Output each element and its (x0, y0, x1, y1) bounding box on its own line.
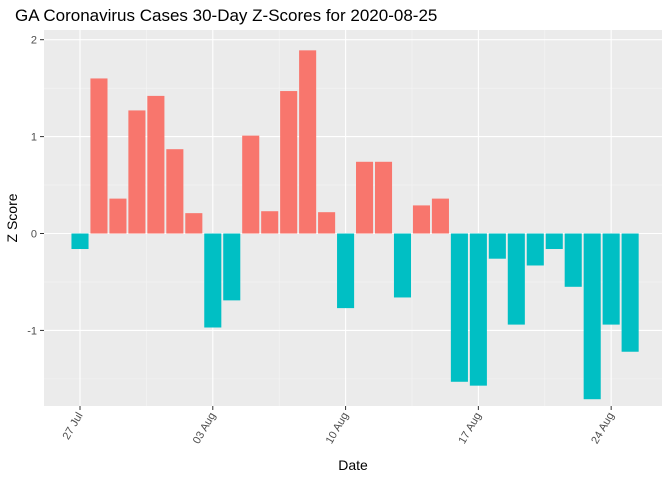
bar (337, 233, 355, 309)
bar (299, 50, 317, 234)
x-axis-title: Date (338, 457, 368, 473)
bar (356, 161, 374, 234)
bar (431, 198, 449, 234)
bar (583, 233, 601, 400)
bar (412, 205, 430, 234)
y-tick-label: -1 (27, 325, 37, 337)
bar (488, 233, 506, 259)
bar (185, 213, 203, 234)
bar (242, 135, 260, 234)
bar (109, 198, 127, 234)
y-tick-label: 2 (31, 35, 37, 47)
bar (526, 233, 544, 266)
x-tick-label: 24 Aug (589, 411, 617, 447)
x-tick-label: 10 Aug (324, 411, 352, 447)
bar (545, 233, 563, 250)
bar (90, 78, 108, 234)
x-tick-label: 17 Aug (456, 411, 484, 447)
bar (147, 95, 165, 234)
bar (507, 233, 525, 325)
bar (166, 149, 184, 234)
bar (318, 212, 336, 234)
y-axis: -1 0 1 2 (27, 35, 44, 337)
y-tick-label: 0 (31, 229, 37, 241)
bar (71, 233, 89, 250)
x-tick-label: 03 Aug (191, 411, 219, 447)
bar (621, 233, 639, 352)
bar (602, 233, 620, 325)
bar (280, 91, 298, 234)
bar (450, 233, 468, 382)
bar (564, 233, 582, 287)
y-axis-title: Z Score (4, 193, 20, 242)
x-tick-label: 27 Jul (61, 411, 86, 442)
bar (204, 233, 222, 328)
bar (374, 161, 393, 234)
y-tick-label: 1 (31, 132, 37, 144)
chart-title: GA Coronavirus Cases 30-Day Z-Scores for… (15, 6, 438, 25)
major-gridlines (44, 30, 662, 406)
bar (469, 233, 487, 386)
bar (261, 211, 279, 234)
plot-panel (44, 30, 662, 406)
bar (128, 110, 146, 234)
bar (223, 233, 241, 301)
bar (393, 233, 412, 298)
x-axis: 27 Jul 03 Aug 10 Aug 17 Aug 24 Aug (61, 406, 617, 446)
bar-series (71, 50, 639, 400)
